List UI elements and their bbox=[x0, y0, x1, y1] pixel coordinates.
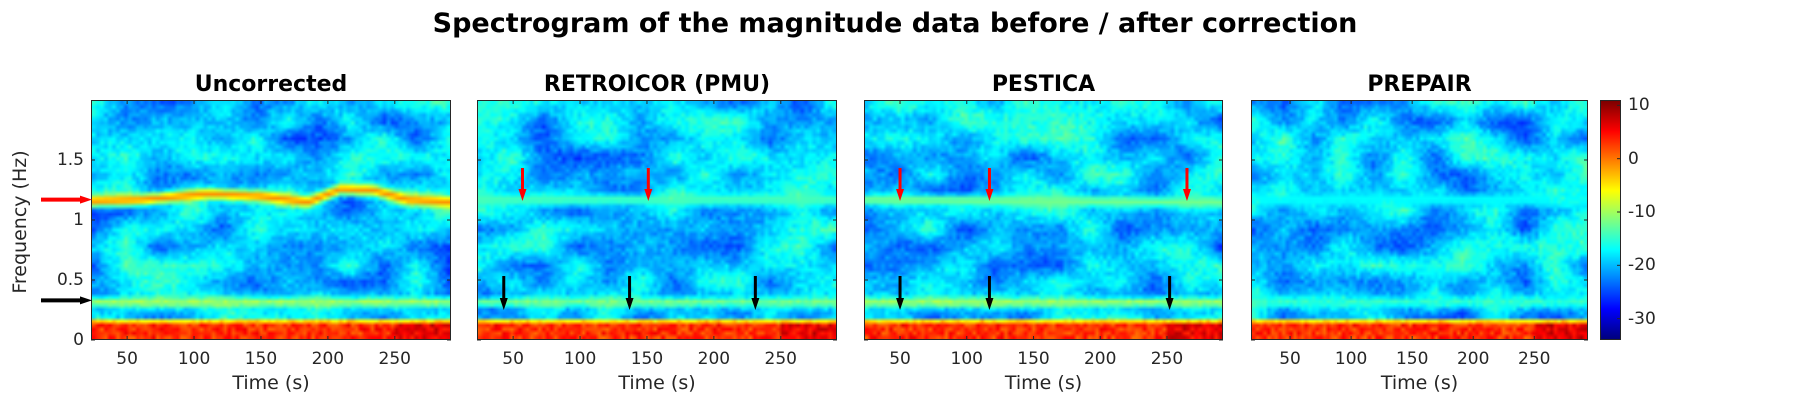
x-axis-label: Time (s) bbox=[1380, 372, 1459, 394]
x-tick-label: 150 bbox=[1395, 349, 1429, 369]
panel-title: RETROICOR (PMU) bbox=[543, 72, 771, 97]
y-axis-label: Frequency (Hz) bbox=[9, 150, 31, 294]
panel-title: Uncorrected bbox=[194, 72, 348, 97]
x-tick-label: 200 bbox=[311, 349, 345, 369]
x-tick-label: 150 bbox=[1017, 349, 1050, 369]
x-tick-label: 250 bbox=[1150, 349, 1184, 369]
colorbar-tick-label: -20 bbox=[1628, 255, 1656, 276]
y-tick-label: 1 bbox=[73, 210, 84, 230]
figure-title: Spectrogram of the magnitude data before… bbox=[432, 8, 1358, 39]
x-tick-label: 250 bbox=[1518, 349, 1551, 369]
x-tick-label: 250 bbox=[378, 349, 412, 369]
x-tick-label: 100 bbox=[950, 349, 983, 369]
colorbar-tick-label: -10 bbox=[1628, 202, 1656, 222]
x-tick-label: 50 bbox=[502, 349, 524, 369]
x-tick-label: 200 bbox=[697, 349, 731, 369]
spectrogram-image bbox=[478, 101, 836, 339]
panel-pestica: PESTICA bbox=[864, 72, 1223, 340]
spectrogram-plot bbox=[1251, 100, 1588, 340]
colorbar-tick-label: 0 bbox=[1628, 148, 1639, 169]
y-tick-label: 1.5 bbox=[56, 150, 84, 170]
colorbar-gradient bbox=[1601, 101, 1620, 339]
panel-prepair: PREPAIR bbox=[1251, 72, 1588, 340]
spectrogram-image bbox=[1252, 101, 1587, 339]
x-tick-label: 100 bbox=[177, 349, 211, 369]
spectrogram-image bbox=[92, 101, 450, 339]
panel-uncorrected: Uncorrected bbox=[91, 72, 451, 340]
spectrogram-plot bbox=[864, 100, 1223, 340]
panel-title: PESTICA bbox=[991, 72, 1096, 97]
x-tick-label: 150 bbox=[244, 349, 278, 369]
x-axis-label: Time (s) bbox=[232, 372, 310, 394]
spectrogram-image bbox=[865, 101, 1222, 339]
y-tick-label: 0 bbox=[73, 330, 84, 350]
x-tick-label: 50 bbox=[1279, 349, 1301, 369]
x-axis-label: Time (s) bbox=[1004, 372, 1083, 394]
colorbar-tick-label: 10 bbox=[1628, 95, 1650, 116]
x-tick-label: 200 bbox=[1083, 349, 1117, 369]
colorbar bbox=[1600, 100, 1621, 340]
colorbar-tick-label: -30 bbox=[1628, 308, 1656, 329]
x-tick-label: 250 bbox=[764, 349, 798, 369]
x-tick-label: 100 bbox=[563, 349, 597, 369]
red-side-arrow bbox=[41, 195, 92, 204]
x-tick-label: 50 bbox=[116, 349, 138, 369]
panel-title: PREPAIR bbox=[1367, 72, 1472, 97]
x-axis-label: Time (s) bbox=[618, 372, 696, 394]
spectrogram-plot bbox=[477, 100, 837, 340]
x-tick-label: 200 bbox=[1456, 349, 1490, 369]
x-tick-label: 100 bbox=[1334, 349, 1368, 369]
panel-retroicor: RETROICOR (PMU) bbox=[477, 72, 837, 340]
y-tick-label: 0.5 bbox=[56, 270, 84, 290]
x-tick-label: 50 bbox=[889, 349, 911, 369]
spectrogram-plot bbox=[91, 100, 451, 340]
x-tick-label: 150 bbox=[630, 349, 664, 369]
black-side-arrow bbox=[41, 296, 92, 305]
